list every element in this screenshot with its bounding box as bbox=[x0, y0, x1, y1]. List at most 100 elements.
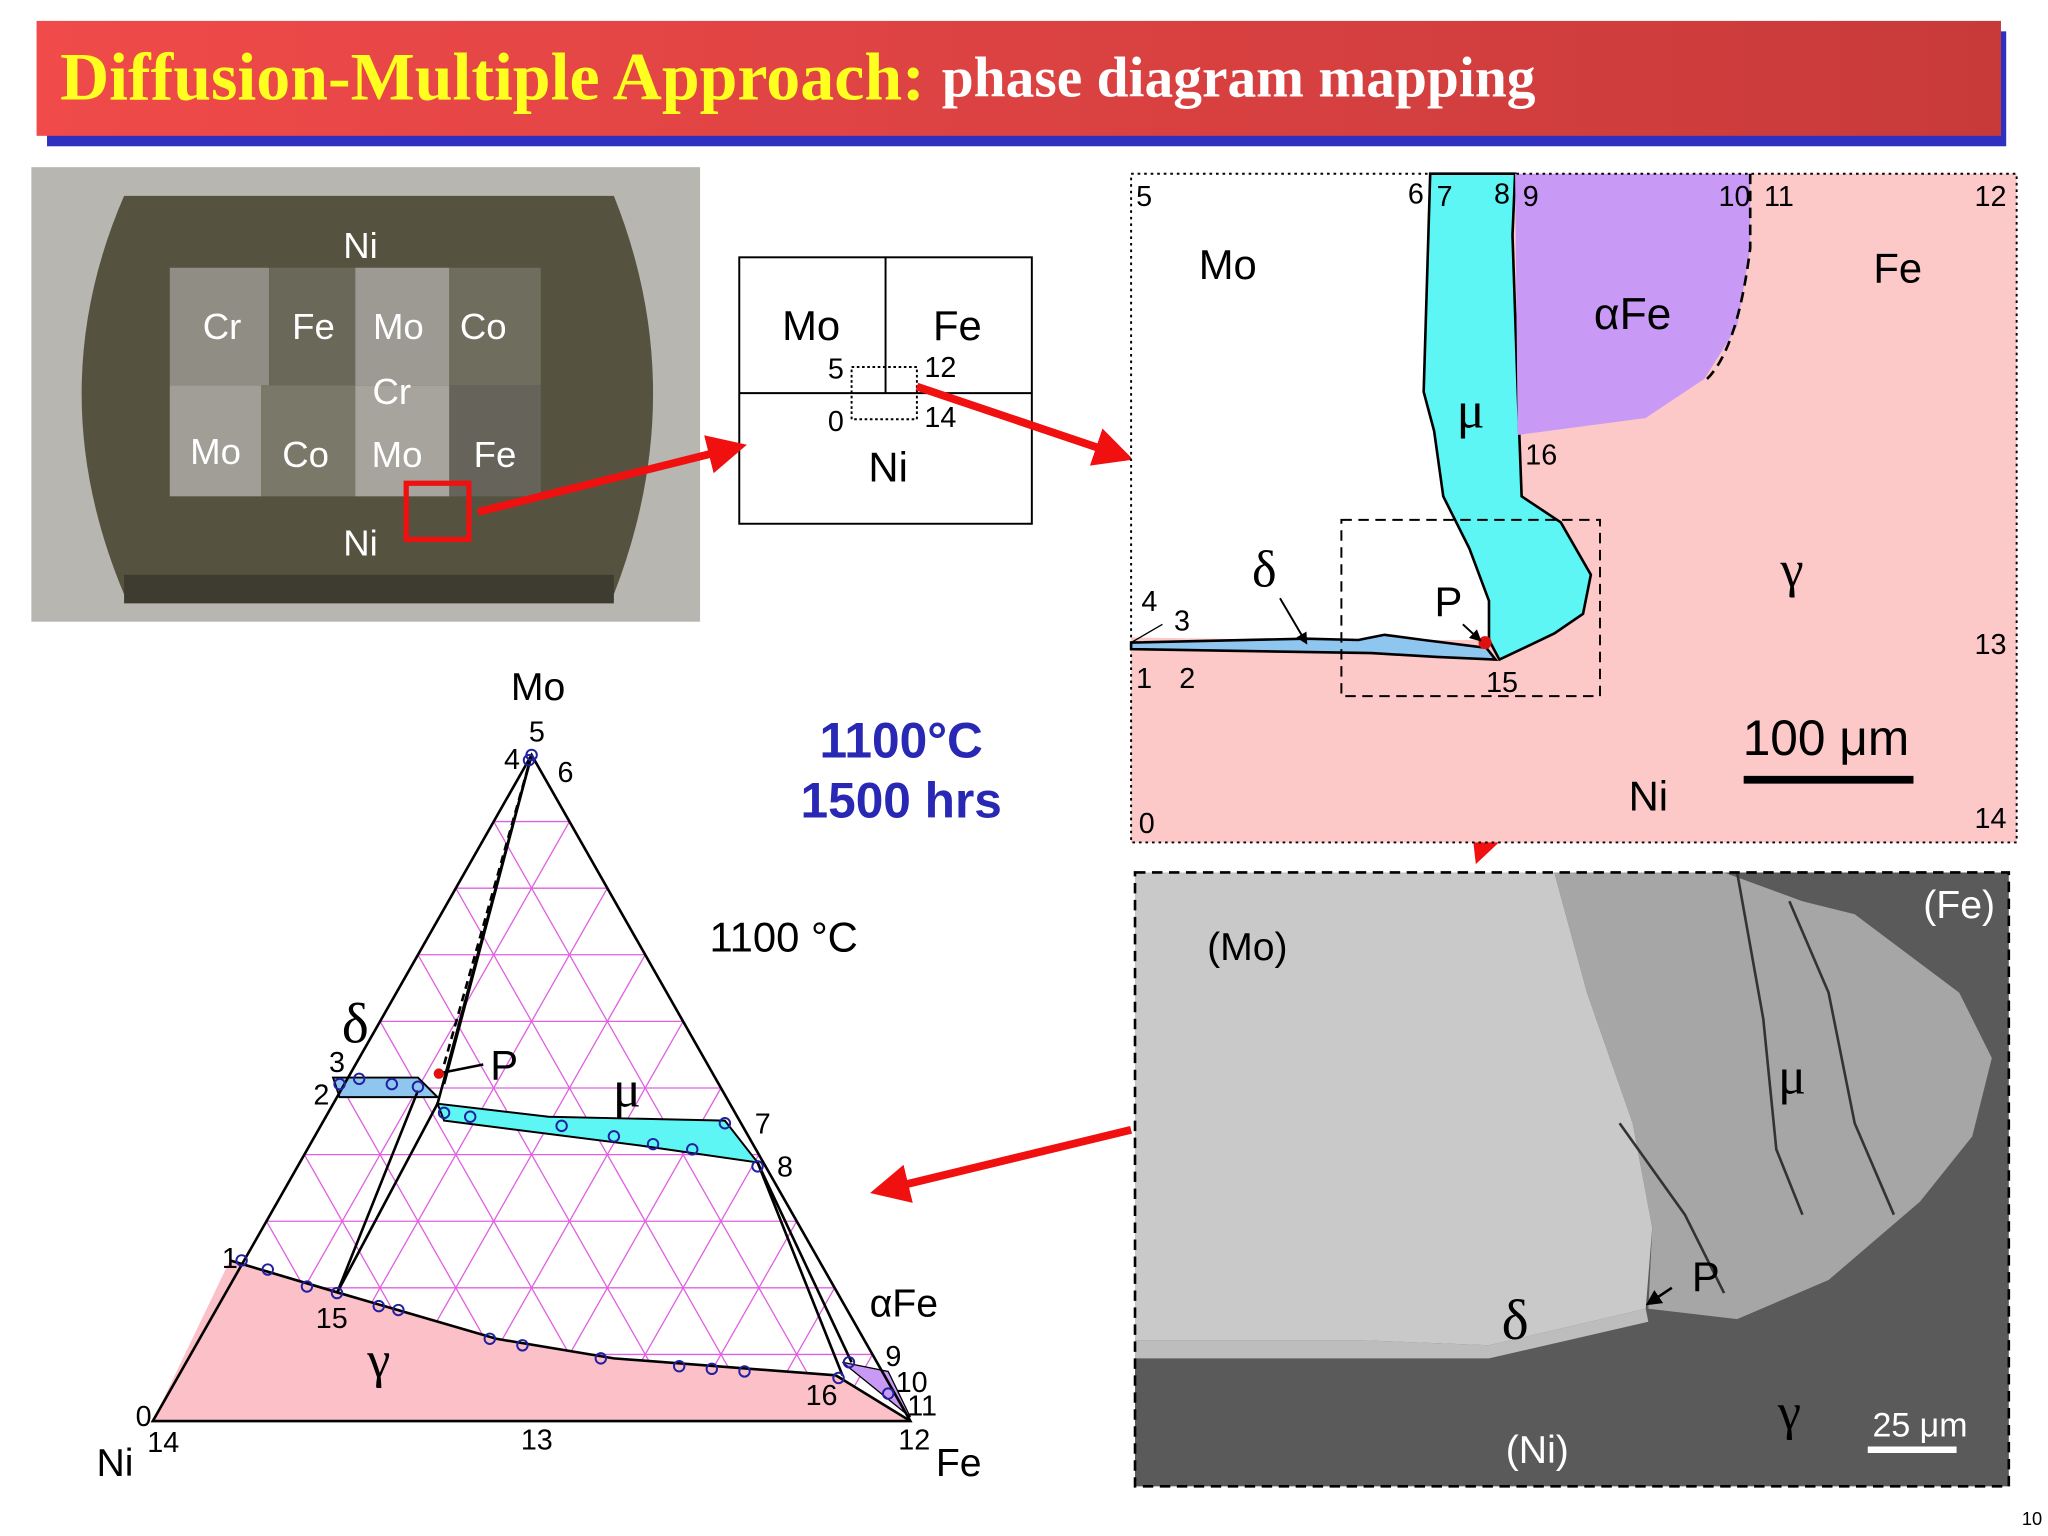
data-point bbox=[372, 1299, 385, 1313]
ternary-point-label: 5 bbox=[529, 717, 545, 749]
data-point bbox=[705, 1362, 719, 1376]
map-phase-label: αFe bbox=[1594, 290, 1671, 339]
photo-label: Fe bbox=[474, 434, 517, 475]
title-bar bbox=[36, 20, 2001, 136]
corner-label: 5 bbox=[828, 354, 844, 386]
grid-line bbox=[417, 954, 684, 1422]
ternary-point-label: 7 bbox=[755, 1108, 771, 1140]
map-point-label: 10 bbox=[1719, 181, 1751, 213]
sem-label: (Fe) bbox=[1923, 884, 1995, 927]
data-point bbox=[516, 1339, 529, 1352]
data-point bbox=[261, 1263, 274, 1276]
ternary-point-label: 3 bbox=[329, 1047, 345, 1079]
data-point bbox=[437, 1106, 451, 1120]
data-point bbox=[392, 1303, 405, 1317]
photo-label: Fe bbox=[292, 306, 335, 347]
data-point bbox=[842, 1356, 856, 1369]
map-point-label: 16 bbox=[1525, 440, 1557, 472]
data-point bbox=[646, 1137, 660, 1151]
title-line: Diffusion-Multiple Approach: phase diagr… bbox=[60, 38, 1536, 114]
data-point bbox=[333, 1077, 346, 1091]
photo-label: Co bbox=[460, 306, 507, 347]
data-point bbox=[235, 1254, 248, 1267]
title-sub: phase diagram mapping bbox=[942, 47, 1536, 110]
title-main: Diffusion-Multiple Approach: bbox=[60, 38, 925, 114]
map-point-label: 6 bbox=[1408, 179, 1424, 211]
sem-label: (Mo) bbox=[1207, 926, 1288, 969]
ternary-point-label: 11 bbox=[907, 1391, 937, 1423]
ternary-phase-label: δ bbox=[342, 992, 369, 1055]
schematic-label: Fe bbox=[933, 302, 982, 349]
map-point-label: 9 bbox=[1523, 181, 1539, 213]
sem-label: δ bbox=[1502, 1289, 1529, 1352]
map-point-label: 13 bbox=[1975, 629, 2007, 661]
vertex-label: Ni bbox=[96, 1442, 133, 1485]
phase-map bbox=[1129, 172, 2018, 844]
map-point-label: 5 bbox=[1136, 181, 1152, 213]
vertex-label: Fe bbox=[936, 1442, 982, 1485]
photo-label: Ni bbox=[343, 225, 378, 266]
ternary-point-label: 13 bbox=[521, 1425, 553, 1457]
map-point-label: 0 bbox=[1139, 808, 1155, 840]
schematic-label: Ni bbox=[868, 443, 907, 490]
ternary-diagram bbox=[150, 748, 913, 1423]
ternary-point-label: 1 bbox=[222, 1243, 238, 1275]
condition: 1500 hrs bbox=[801, 773, 1002, 829]
data-point bbox=[483, 1332, 496, 1345]
data-point bbox=[463, 1110, 477, 1123]
data-point bbox=[738, 1365, 751, 1378]
photo-label: Mo bbox=[373, 306, 424, 347]
ternary-temperature: 1100 °C bbox=[710, 913, 858, 960]
sem-label: (Ni) bbox=[1506, 1429, 1569, 1472]
scale-bar-label: 100 μm bbox=[1743, 710, 1910, 766]
ternary-point-label: 15 bbox=[316, 1303, 348, 1335]
map-point-label: 7 bbox=[1437, 181, 1453, 213]
photo-label: Mo bbox=[372, 434, 423, 475]
sem-label: μ bbox=[1778, 1047, 1806, 1105]
ternary-point-label: 0 bbox=[136, 1401, 152, 1433]
sem-label: P bbox=[1692, 1253, 1720, 1300]
ternary-phase-label: P bbox=[490, 1041, 518, 1088]
ternary-point-label: 8 bbox=[777, 1152, 793, 1184]
data-point bbox=[330, 1286, 344, 1300]
map-point-label: 4 bbox=[1141, 586, 1157, 618]
sem-image bbox=[1133, 871, 2011, 1488]
scale-bar-label: 25 μm bbox=[1872, 1407, 1967, 1445]
ternary-phase-label: μ bbox=[613, 1061, 641, 1119]
map-phase-label: γ bbox=[1779, 541, 1803, 599]
ternary-point-label: 10 bbox=[896, 1367, 928, 1399]
ternary-phase-label: αFe bbox=[870, 1282, 938, 1325]
ternary-phase-label: γ bbox=[366, 1331, 390, 1389]
corner-label: 0 bbox=[828, 406, 844, 438]
photo-label: Cr bbox=[203, 306, 242, 347]
data-point bbox=[300, 1280, 314, 1293]
map-point-label: 15 bbox=[1486, 667, 1518, 699]
photo-label: Ni bbox=[343, 523, 378, 564]
ternary-point-label: 4 bbox=[504, 744, 520, 776]
sample-photo bbox=[31, 167, 701, 622]
data-point bbox=[672, 1360, 686, 1373]
photo-label: Co bbox=[282, 434, 329, 475]
map-point-label: 1 bbox=[1136, 663, 1152, 695]
ternary-point-label: 2 bbox=[313, 1080, 329, 1112]
corner-label: 14 bbox=[924, 402, 956, 434]
map-point-label: 8 bbox=[1494, 179, 1510, 211]
data-point bbox=[607, 1130, 621, 1143]
schematic-label: Mo bbox=[782, 302, 840, 349]
data-point bbox=[411, 1080, 425, 1093]
vertex-label: Mo bbox=[511, 666, 565, 709]
map-phase-label: Mo bbox=[1199, 241, 1257, 288]
data-point bbox=[594, 1352, 608, 1365]
data-point bbox=[522, 753, 536, 767]
ternary-point-label: 9 bbox=[885, 1341, 901, 1373]
map-phase-label: δ bbox=[1252, 541, 1277, 599]
corner-label: 12 bbox=[924, 352, 956, 384]
ternary-point-label: 14 bbox=[147, 1427, 179, 1459]
map-phase-label: μ bbox=[1457, 381, 1485, 439]
data-point bbox=[686, 1143, 699, 1156]
map-point-label: 11 bbox=[1764, 181, 1794, 213]
map-phase-label: Ni bbox=[1629, 772, 1668, 819]
photo-label: Mo bbox=[190, 431, 241, 472]
